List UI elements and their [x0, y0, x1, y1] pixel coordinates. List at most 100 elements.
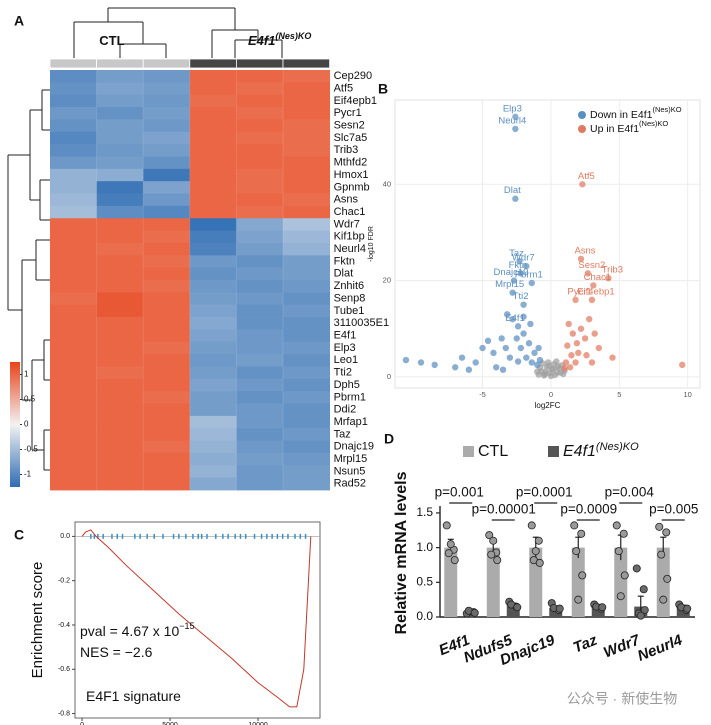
point	[595, 344, 602, 352]
row-label: Gpnmb	[334, 181, 370, 193]
point	[513, 335, 520, 342]
annotation: E4F1 signature	[86, 688, 181, 704]
p-value: p=0.00001	[472, 502, 536, 517]
point	[503, 311, 511, 318]
heatmap-cell	[50, 181, 97, 194]
heatmap-cell	[143, 181, 191, 194]
heatmap-cell	[143, 218, 191, 231]
data-point	[470, 608, 479, 617]
data-point	[444, 549, 453, 558]
data-point	[574, 595, 583, 604]
row-label: E4f1	[334, 329, 357, 341]
heatmap-cell	[283, 415, 330, 429]
group-bar	[49, 58, 97, 69]
y-tick-label: 0.5	[416, 574, 433, 588]
row-label: Cep290	[334, 70, 373, 82]
point	[605, 274, 612, 282]
heatmap-cell	[50, 329, 97, 343]
heatmap-cell	[143, 366, 191, 380]
left-dendrogram	[7, 89, 50, 471]
data-point	[513, 603, 522, 612]
y-tick-label: 0.0	[60, 533, 70, 540]
data-point	[636, 611, 645, 620]
y-tick-label: 1.0	[416, 540, 433, 554]
heatmap-cell	[283, 292, 330, 306]
heatmap-cell	[236, 107, 284, 120]
bar	[506, 605, 520, 617]
heatmap-cell	[143, 156, 191, 170]
heatmap-cell	[96, 415, 144, 429]
heatmap-cell	[143, 428, 191, 441]
data-point	[450, 556, 459, 565]
y-tick-label: -0.4	[58, 622, 70, 629]
heatmap-cell	[189, 119, 237, 133]
point	[493, 364, 500, 371]
point	[565, 320, 572, 328]
point	[523, 354, 530, 361]
row-label: Senp8	[334, 292, 366, 304]
point	[561, 365, 568, 372]
panel-letter: B	[378, 81, 388, 97]
heatmap-cell	[50, 193, 97, 207]
point	[572, 359, 579, 366]
p-value: p=0.0009	[560, 502, 617, 517]
heatmap-cell	[50, 255, 97, 269]
annotation-main: NES = −2.6	[80, 644, 153, 660]
heatmap-cell	[50, 205, 97, 219]
heatmap-cell	[50, 304, 97, 318]
heatmap-cell	[143, 378, 191, 392]
legend-label: CTL	[478, 443, 508, 460]
heatmap-cell	[283, 156, 330, 170]
point-label: Eif4ebp1	[577, 286, 615, 297]
heatmap-cell	[143, 131, 191, 145]
heatmap-cell	[236, 317, 284, 330]
point	[577, 255, 585, 263]
plot-frame	[394, 99, 701, 389]
heatmap-cell	[96, 440, 144, 454]
row-label: Rad52	[334, 478, 366, 490]
heatmap-cell	[189, 168, 237, 182]
row-label: 3110035E1	[334, 317, 389, 329]
point	[509, 289, 516, 296]
heatmap-cell	[96, 403, 144, 417]
data-point	[657, 550, 666, 559]
heatmap-cell	[50, 477, 97, 491]
point	[568, 352, 575, 359]
row-label: Taz	[334, 428, 351, 440]
heatmap-cell	[283, 218, 330, 231]
heatmap-cell	[189, 292, 237, 306]
heatmap-cell	[236, 378, 284, 392]
heatmap-cell	[189, 391, 237, 404]
row-label: Chac1	[334, 206, 366, 218]
heatmap-cell	[236, 391, 284, 404]
data-point	[535, 558, 544, 567]
heatmap-cell	[283, 477, 330, 491]
watermark: 公众号 · 新使生物	[567, 691, 677, 707]
heatmap-cell	[50, 341, 97, 355]
data-point	[612, 521, 621, 530]
point	[553, 358, 560, 365]
heatmap-cell	[50, 218, 97, 231]
heatmap-cell	[96, 292, 144, 306]
row-label: Kif1bp	[334, 231, 365, 243]
group-bar	[96, 58, 144, 69]
annotation-main: E4F1 signature	[86, 688, 181, 704]
point	[569, 330, 577, 337]
heatmap-cell	[143, 70, 191, 83]
data-point	[485, 531, 494, 540]
point	[573, 340, 581, 347]
heatmap-cell	[236, 415, 284, 429]
row-label: Elp3	[334, 342, 356, 354]
heatmap-cell	[236, 119, 284, 133]
group-bar	[282, 58, 330, 69]
heatmap-cell	[143, 304, 191, 318]
data-point	[527, 521, 536, 530]
heatmap-cell	[236, 168, 284, 182]
heatmap-cell	[283, 193, 330, 207]
row-label: Trib3	[334, 144, 359, 156]
point	[472, 359, 479, 366]
heatmap-cell	[50, 131, 97, 145]
point	[510, 277, 518, 284]
data-point	[632, 564, 641, 573]
